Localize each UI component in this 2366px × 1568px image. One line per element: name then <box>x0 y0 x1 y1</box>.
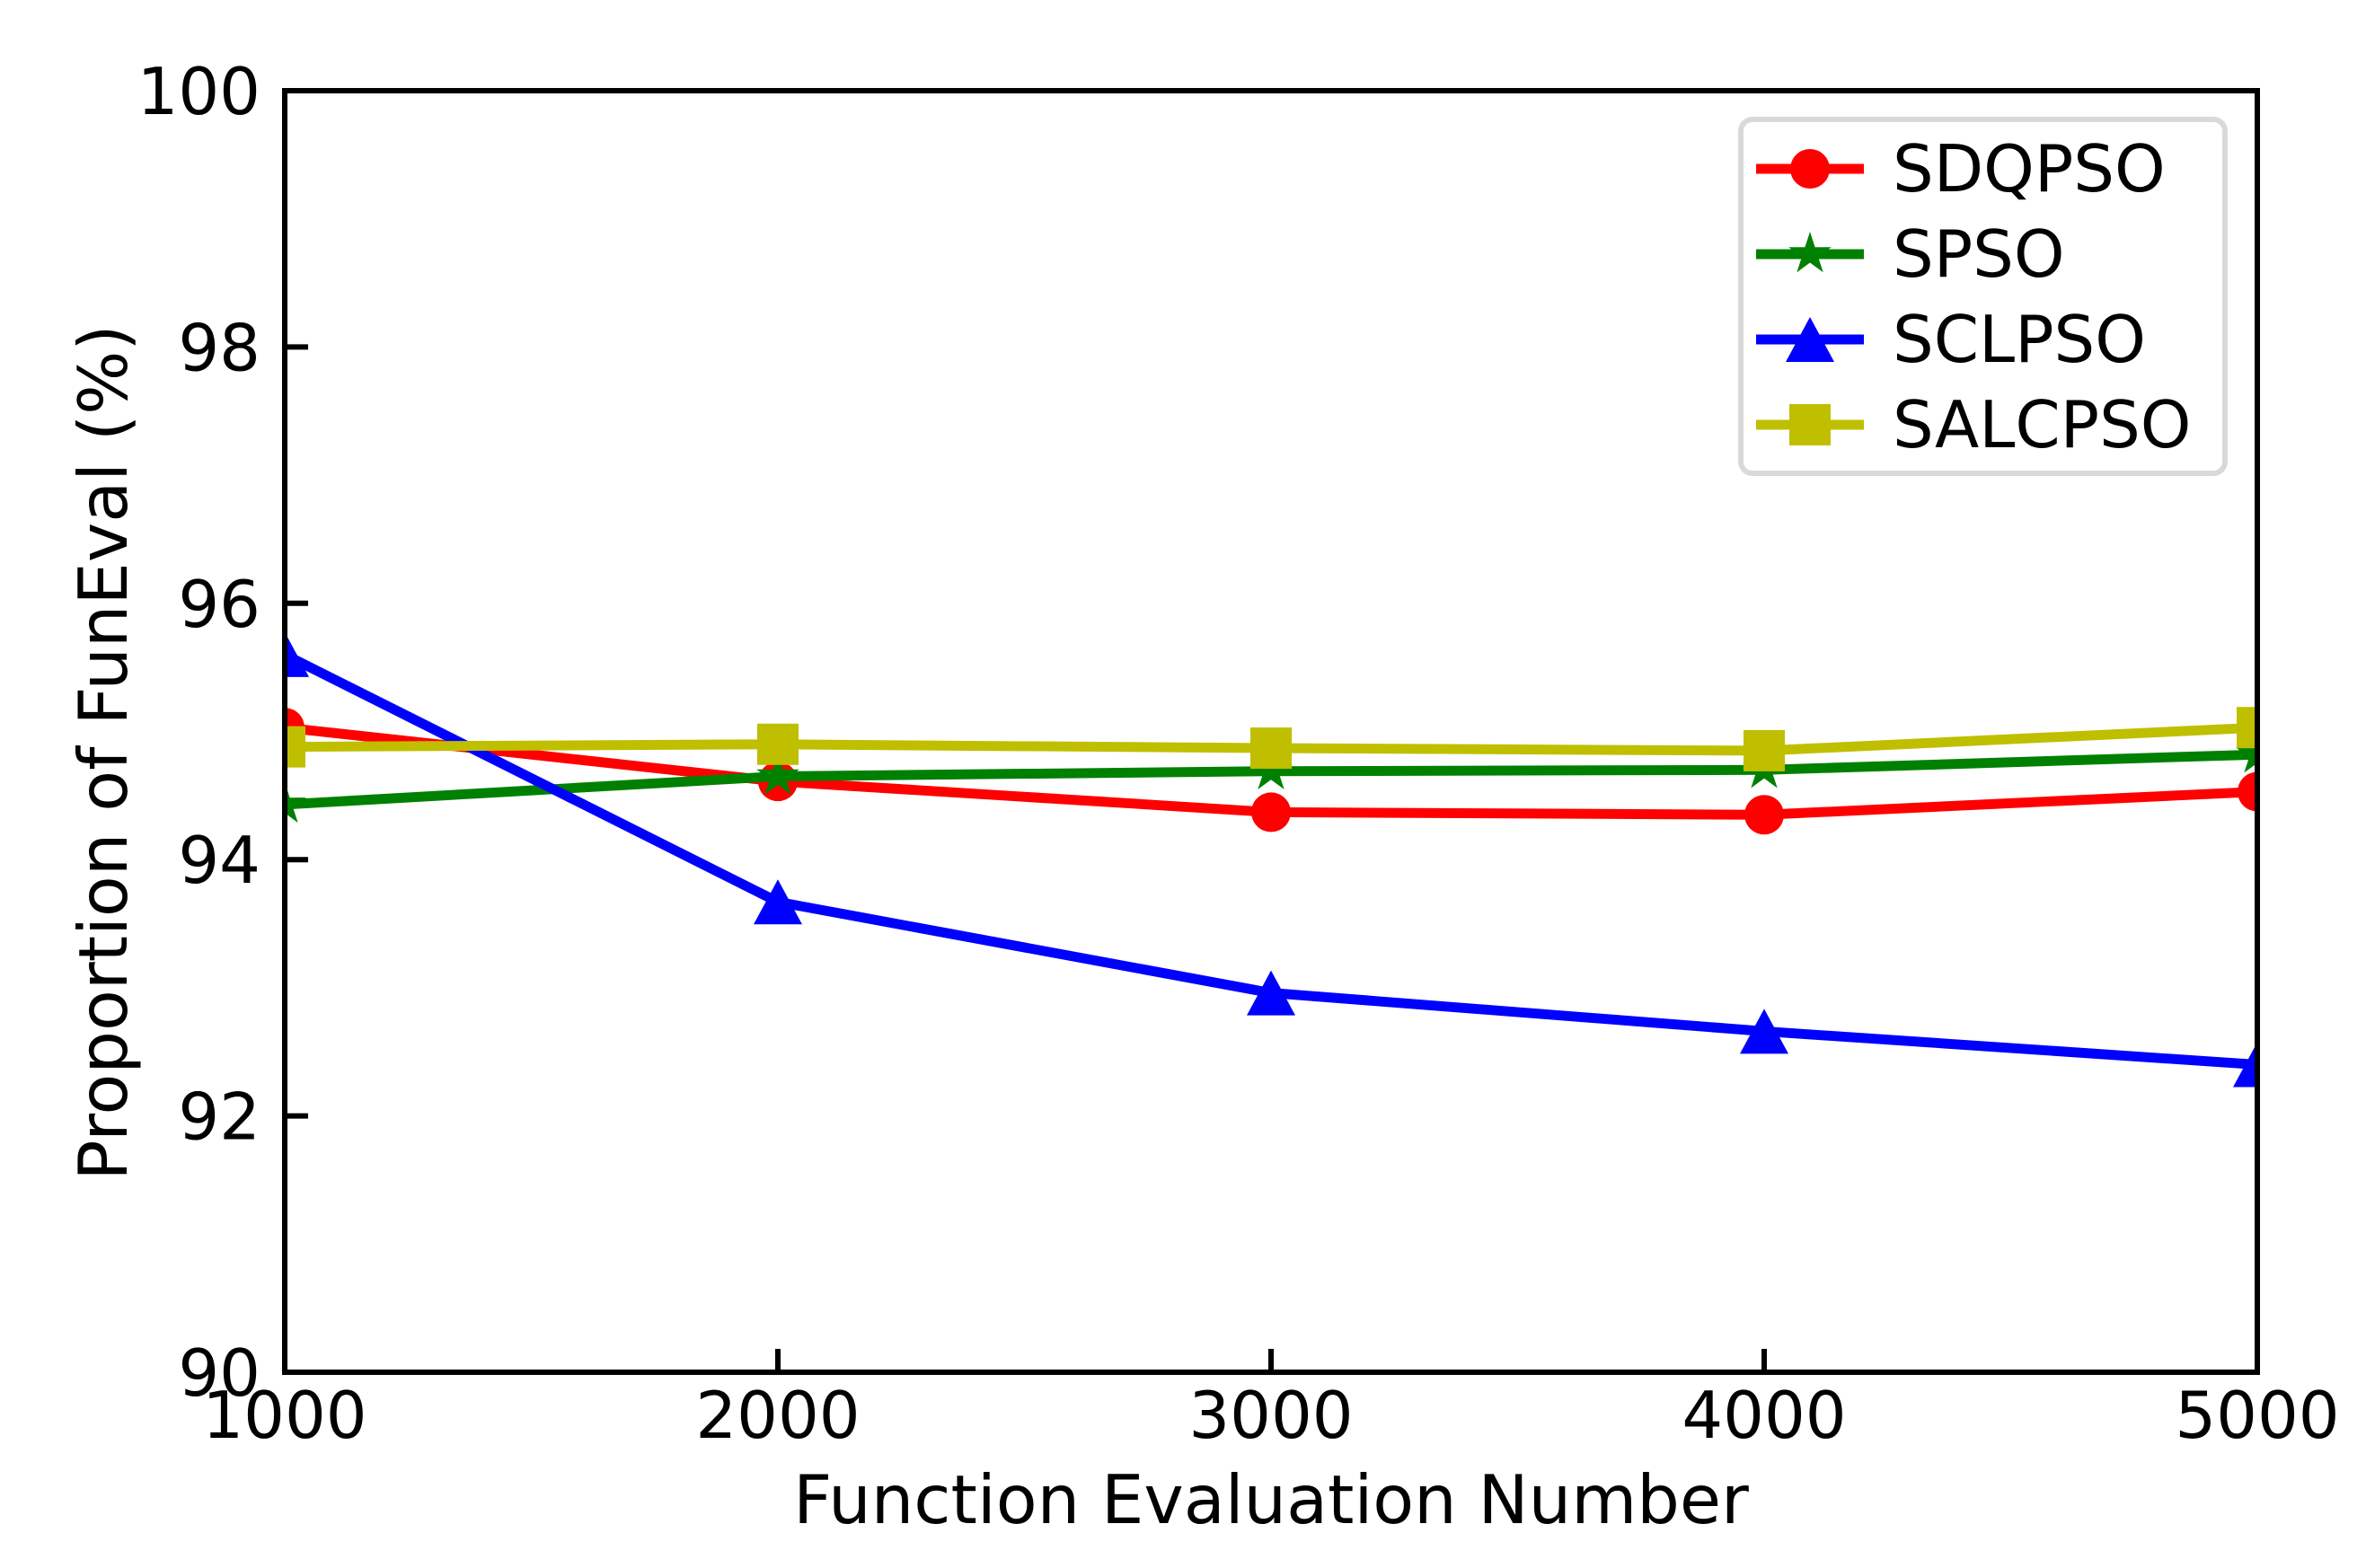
legend-swatch-triangle-up-icon <box>1756 316 1864 362</box>
series-SCLPSO <box>285 631 2257 1088</box>
legend-label-SDQPSO: SDQPSO <box>1893 130 2166 207</box>
data-point-circle-marker <box>2238 771 2257 812</box>
legend-label-SCLPSO: SCLPSO <box>1893 301 2146 377</box>
legend: SDQPSO SPSO SCLPSO SALCPSO <box>1738 117 2228 476</box>
x-axis-title: Function Evaluation Number <box>793 1460 1749 1539</box>
legend-item-SDQPSO: SDQPSO <box>1752 126 2222 211</box>
data-point-square-marker <box>1789 403 1831 445</box>
legend-swatch-star-icon <box>1756 231 1864 272</box>
ticks: 1000 2000 3000 4000 5000 90 92 94 96 98 100 <box>137 54 2340 1453</box>
x-tick-label: 2000 <box>695 1378 860 1453</box>
y-tick-label: 96 <box>178 567 260 642</box>
x-tick-label: 5000 <box>2175 1378 2339 1453</box>
legend-swatch-square-icon <box>1756 403 1864 445</box>
data-point-circle-marker <box>1251 792 1291 832</box>
legend-swatch-circle-icon <box>1756 148 1864 189</box>
data-point-square-marker <box>1744 729 1785 771</box>
legend-label-SALCPSO: SALCPSO <box>1893 386 2192 462</box>
y-tick-label: 90 <box>178 1335 260 1411</box>
y-axis-title: Proportion of FunEval (%) <box>64 324 143 1181</box>
data-point-star-marker <box>1788 231 1832 272</box>
data-point-star-marker <box>2236 732 2257 773</box>
data-point-triangle-marker <box>754 879 802 925</box>
series-SALCPSO <box>285 707 2257 771</box>
data-point-star-marker <box>285 781 306 824</box>
y-tick-label: 94 <box>178 823 260 898</box>
legend-item-SALCPSO: SALCPSO <box>1752 382 2222 467</box>
legend-label-SPSO: SPSO <box>1893 216 2065 292</box>
legend-item-SPSO: SPSO <box>1752 211 2222 296</box>
series-layer <box>285 631 2257 1088</box>
data-point-star-marker <box>1249 748 1293 789</box>
x-tick-label: 1000 <box>202 1378 366 1453</box>
legend-item-SCLPSO: SCLPSO <box>1752 296 2222 382</box>
data-point-triangle-marker <box>1786 316 1834 362</box>
y-tick-label: 92 <box>178 1079 260 1155</box>
data-point-triangle-marker <box>1740 1009 1788 1054</box>
y-tick-label: 100 <box>137 54 260 129</box>
data-point-square-marker <box>2237 707 2257 749</box>
data-point-circle-marker <box>1790 148 1830 189</box>
data-point-star-marker <box>756 753 799 795</box>
y-tick-label: 98 <box>178 310 260 385</box>
data-point-square-marker <box>757 723 799 765</box>
data-point-triangle-marker <box>285 631 309 677</box>
x-tick-label: 3000 <box>1188 1378 1353 1453</box>
data-point-triangle-marker <box>1247 970 1295 1016</box>
data-point-circle-marker <box>1744 795 1784 835</box>
data-point-square-marker <box>1250 727 1292 770</box>
data-point-square-marker <box>285 726 305 768</box>
data-point-triangle-marker <box>2233 1042 2257 1088</box>
x-tick-label: 4000 <box>1682 1378 1846 1453</box>
